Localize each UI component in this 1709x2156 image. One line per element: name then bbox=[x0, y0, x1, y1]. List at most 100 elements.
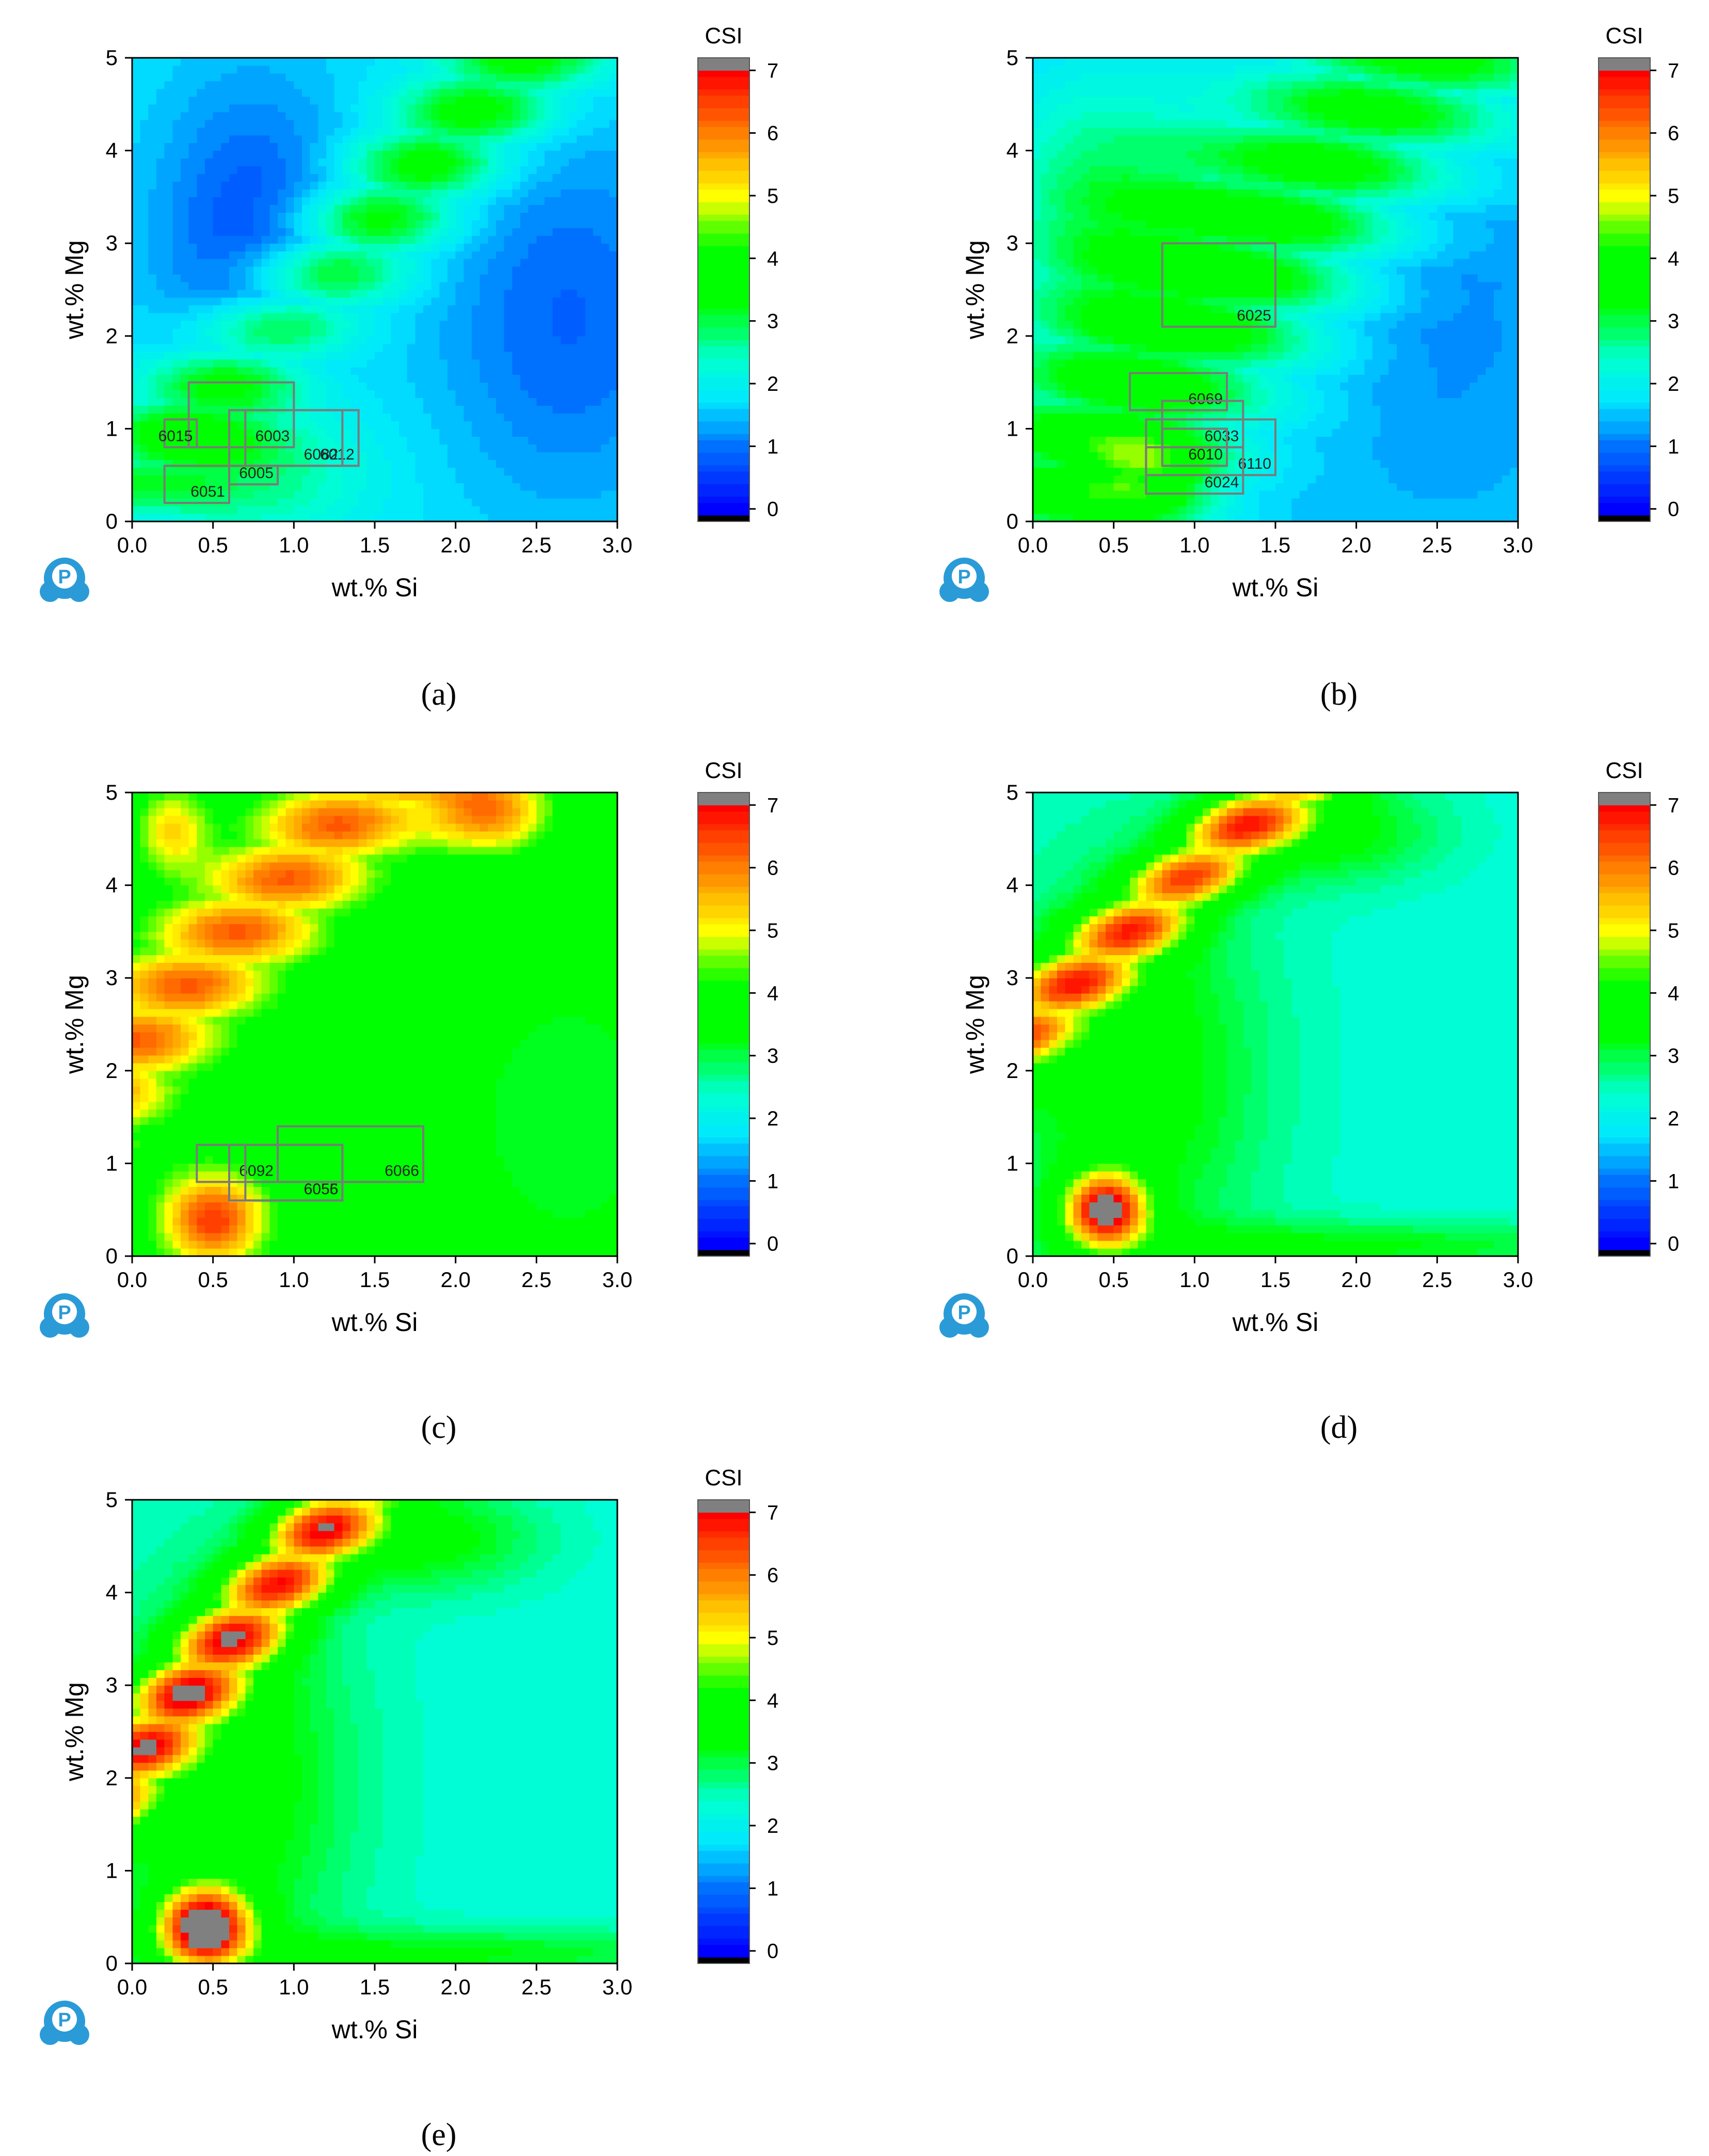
heatmap-cell bbox=[156, 259, 165, 267]
heatmap-cell bbox=[237, 475, 246, 483]
heatmap-cell bbox=[464, 459, 472, 468]
heatmap-cell bbox=[156, 436, 165, 445]
heatmap-cell bbox=[285, 96, 294, 105]
heatmap-cell bbox=[261, 320, 270, 329]
heatmap-cell bbox=[245, 305, 254, 313]
heatmap-cell bbox=[1186, 328, 1195, 337]
heatmap-cell bbox=[156, 320, 165, 329]
heatmap-cell bbox=[423, 228, 432, 236]
heatmap-cell bbox=[496, 235, 505, 244]
heatmap-cell bbox=[480, 127, 488, 136]
heatmap-cell bbox=[1057, 220, 1066, 228]
heatmap-cell bbox=[407, 390, 416, 399]
heatmap-cell bbox=[1186, 181, 1195, 190]
heatmap-cell bbox=[399, 421, 408, 429]
heatmap-cell bbox=[205, 351, 214, 360]
heatmap-cell bbox=[358, 312, 367, 321]
heatmap-cell bbox=[1057, 243, 1066, 251]
heatmap-cell bbox=[1122, 390, 1130, 399]
heatmap-cell bbox=[439, 274, 448, 282]
heatmap-cell bbox=[334, 359, 343, 368]
heatmap-cell bbox=[399, 282, 408, 290]
heatmap-cell bbox=[237, 290, 246, 298]
heatmap-cell bbox=[375, 96, 384, 105]
heatmap-cell bbox=[1146, 220, 1155, 228]
heatmap-cell bbox=[261, 181, 270, 190]
heatmap-cell bbox=[1041, 436, 1049, 445]
heatmap-cell bbox=[197, 452, 205, 460]
heatmap-cell bbox=[188, 297, 197, 306]
heatmap-cell bbox=[545, 173, 553, 182]
heatmap-cell bbox=[480, 197, 488, 205]
heatmap-cell bbox=[1065, 490, 1074, 499]
heatmap-cell bbox=[205, 282, 214, 290]
heatmap-cell bbox=[318, 475, 327, 483]
heatmap-cell bbox=[423, 135, 432, 144]
heatmap-cell bbox=[448, 305, 456, 313]
heatmap-cell bbox=[366, 88, 375, 97]
heatmap-cell bbox=[294, 112, 302, 120]
heatmap-cell bbox=[366, 343, 375, 352]
heatmap-cell bbox=[577, 467, 585, 475]
heatmap-cell bbox=[1170, 220, 1179, 228]
heatmap-cell bbox=[480, 189, 488, 197]
heatmap-cell bbox=[1049, 483, 1058, 491]
heatmap-cell bbox=[407, 150, 416, 159]
heatmap-cell bbox=[431, 127, 440, 136]
heatmap-cell bbox=[197, 305, 205, 313]
heatmap-cell bbox=[399, 436, 408, 445]
heatmap-cell bbox=[148, 475, 157, 483]
heatmap-cell bbox=[1170, 173, 1179, 182]
heatmap-cell bbox=[148, 413, 157, 422]
heatmap-cell bbox=[140, 475, 149, 483]
heatmap-cell bbox=[1106, 359, 1114, 368]
heatmap-cell bbox=[609, 212, 618, 220]
heatmap-cell bbox=[148, 351, 157, 360]
heatmap-cell bbox=[448, 127, 456, 136]
heatmap-cell bbox=[358, 498, 367, 506]
heatmap-cell bbox=[237, 166, 246, 175]
heatmap-cell bbox=[1033, 413, 1042, 422]
heatmap-cell bbox=[464, 104, 472, 113]
heatmap-cell bbox=[334, 390, 343, 399]
heatmap-cell bbox=[245, 312, 254, 321]
heatmap-cell bbox=[448, 467, 456, 475]
heatmap-cell bbox=[1033, 142, 1042, 151]
heatmap-cell bbox=[310, 413, 318, 422]
heatmap-cell bbox=[213, 181, 221, 190]
heatmap-cell bbox=[496, 150, 505, 159]
heatmap-cell bbox=[1178, 135, 1187, 144]
heatmap-cell bbox=[366, 282, 375, 290]
heatmap-cell bbox=[528, 266, 537, 275]
heatmap-cell bbox=[164, 351, 173, 360]
heatmap-cell bbox=[140, 189, 149, 197]
heatmap-cell bbox=[172, 312, 181, 321]
heatmap-cell bbox=[504, 336, 513, 344]
heatmap-cell bbox=[1106, 398, 1114, 406]
heatmap-cell bbox=[520, 197, 529, 205]
heatmap-cell bbox=[181, 158, 189, 167]
heatmap-cell bbox=[294, 398, 302, 406]
heatmap-cell bbox=[375, 467, 384, 475]
heatmap-cell bbox=[1073, 251, 1082, 259]
heatmap-cell bbox=[439, 459, 448, 468]
heatmap-cell bbox=[1154, 181, 1163, 190]
heatmap-cell bbox=[140, 266, 149, 275]
heatmap-cell bbox=[536, 228, 545, 236]
heatmap-cell bbox=[350, 65, 359, 74]
heatmap-cell bbox=[1065, 413, 1074, 422]
heatmap-cell bbox=[350, 483, 359, 491]
colorbar-tick-label: 0 bbox=[767, 498, 778, 521]
heatmap-cell bbox=[132, 150, 141, 159]
heatmap-cell bbox=[488, 58, 497, 66]
heatmap-cell bbox=[375, 197, 384, 205]
heatmap-cell bbox=[439, 483, 448, 491]
heatmap-cell bbox=[358, 351, 367, 360]
heatmap-cell bbox=[1041, 197, 1049, 205]
heatmap-cell bbox=[455, 351, 464, 360]
heatmap-cell bbox=[536, 142, 545, 151]
heatmap-cell bbox=[278, 158, 286, 167]
heatmap-cell bbox=[577, 444, 585, 452]
heatmap-cell bbox=[205, 181, 214, 190]
